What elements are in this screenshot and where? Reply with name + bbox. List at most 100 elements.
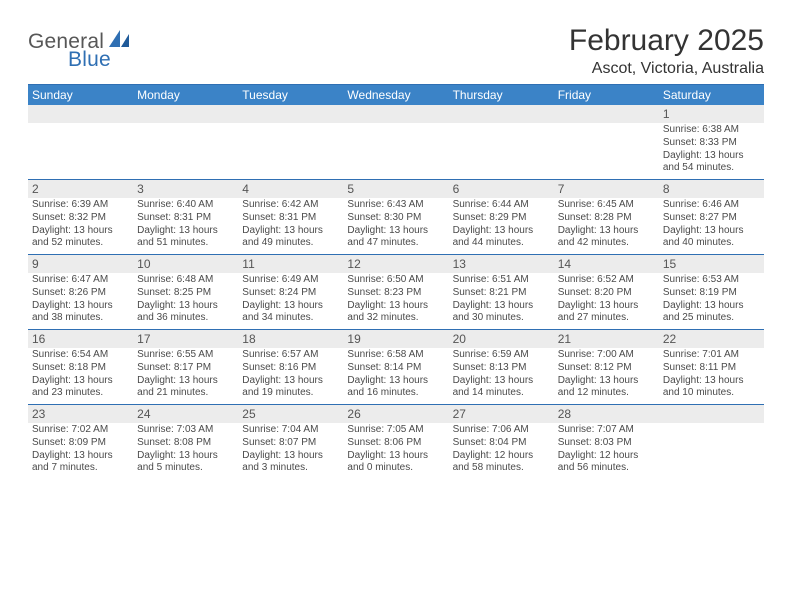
day-cell: Sunrise: 6:42 AMSunset: 8:31 PMDaylight:… <box>238 198 343 254</box>
day-info-line: Sunrise: 6:53 AM <box>663 274 760 287</box>
day-info-line: Sunset: 8:31 PM <box>137 212 234 225</box>
day-number: 27 <box>449 404 554 423</box>
day-info-line: and 14 minutes. <box>453 387 550 400</box>
day-info-line: Sunset: 8:04 PM <box>453 437 550 450</box>
day-cell <box>238 123 343 179</box>
day-number <box>449 105 554 123</box>
day-number: 16 <box>28 329 133 348</box>
day-info-line: and 21 minutes. <box>137 387 234 400</box>
day-cell <box>659 423 764 479</box>
day-info-line: Sunset: 8:23 PM <box>347 287 444 300</box>
day-header: Monday <box>133 85 238 105</box>
day-info-line: Sunset: 8:03 PM <box>558 437 655 450</box>
day-info-line: and 38 minutes. <box>32 312 129 325</box>
day-info-line: Daylight: 12 hours <box>453 450 550 463</box>
logo-text-block: General Blue <box>28 30 131 72</box>
day-number <box>28 105 133 123</box>
day-info-line: Daylight: 13 hours <box>663 150 760 163</box>
day-info-line: and 51 minutes. <box>137 237 234 250</box>
day-info-line: and 36 minutes. <box>137 312 234 325</box>
day-info-line: Daylight: 13 hours <box>137 375 234 388</box>
day-info-line: Sunrise: 6:48 AM <box>137 274 234 287</box>
day-info-line: Sunset: 8:12 PM <box>558 362 655 375</box>
day-info-line: and 47 minutes. <box>347 237 444 250</box>
day-info-line: Sunrise: 6:55 AM <box>137 349 234 362</box>
day-info-line: Daylight: 13 hours <box>32 225 129 238</box>
day-info-line: Sunset: 8:26 PM <box>32 287 129 300</box>
day-info-line: Sunset: 8:07 PM <box>242 437 339 450</box>
day-info-line: and 27 minutes. <box>558 312 655 325</box>
day-cell: Sunrise: 7:01 AMSunset: 8:11 PMDaylight:… <box>659 348 764 404</box>
day-header: Friday <box>554 85 659 105</box>
day-info-line: Sunrise: 6:59 AM <box>453 349 550 362</box>
day-number: 17 <box>133 329 238 348</box>
day-info-line: Sunrise: 6:50 AM <box>347 274 444 287</box>
day-info-line: Sunrise: 6:38 AM <box>663 124 760 137</box>
day-info-line: and 5 minutes. <box>137 462 234 475</box>
day-info-line: Sunrise: 7:03 AM <box>137 424 234 437</box>
day-info-line: Sunset: 8:25 PM <box>137 287 234 300</box>
day-number: 23 <box>28 404 133 423</box>
day-info-line: Sunrise: 6:45 AM <box>558 199 655 212</box>
day-cell: Sunrise: 6:46 AMSunset: 8:27 PMDaylight:… <box>659 198 764 254</box>
day-info-line: Sunrise: 6:58 AM <box>347 349 444 362</box>
day-cell: Sunrise: 6:40 AMSunset: 8:31 PMDaylight:… <box>133 198 238 254</box>
day-header: Thursday <box>449 85 554 105</box>
day-info-line: Sunrise: 7:02 AM <box>32 424 129 437</box>
day-info-line: Daylight: 13 hours <box>32 450 129 463</box>
day-info-line: Daylight: 13 hours <box>242 375 339 388</box>
day-number: 25 <box>238 404 343 423</box>
day-info-line: and 34 minutes. <box>242 312 339 325</box>
day-number: 22 <box>659 329 764 348</box>
day-info-line: Sunset: 8:24 PM <box>242 287 339 300</box>
day-info-line: and 12 minutes. <box>558 387 655 400</box>
day-cell: Sunrise: 6:52 AMSunset: 8:20 PMDaylight:… <box>554 273 659 329</box>
day-info-line: Sunrise: 6:47 AM <box>32 274 129 287</box>
day-cell: Sunrise: 6:50 AMSunset: 8:23 PMDaylight:… <box>343 273 448 329</box>
day-info-line: and 40 minutes. <box>663 237 760 250</box>
day-info-line: Daylight: 13 hours <box>347 225 444 238</box>
day-number: 9 <box>28 254 133 273</box>
day-number: 6 <box>449 179 554 198</box>
day-info-line: Daylight: 13 hours <box>347 300 444 313</box>
day-info-line: Sunset: 8:06 PM <box>347 437 444 450</box>
day-number: 2 <box>28 179 133 198</box>
day-info-line: and 52 minutes. <box>32 237 129 250</box>
day-info-line: Sunset: 8:13 PM <box>453 362 550 375</box>
day-number: 1 <box>659 105 764 123</box>
day-info-line: Sunrise: 6:54 AM <box>32 349 129 362</box>
day-info-line: and 16 minutes. <box>347 387 444 400</box>
day-cell <box>554 123 659 179</box>
day-number: 28 <box>554 404 659 423</box>
header-row: General Blue February 2025 Ascot, Victor… <box>28 24 764 78</box>
day-info-line: Daylight: 13 hours <box>453 225 550 238</box>
month-title: February 2025 <box>569 24 764 58</box>
day-info-line: Sunrise: 6:42 AM <box>242 199 339 212</box>
brand-logo: General Blue <box>28 24 131 72</box>
day-info-line: Sunrise: 6:39 AM <box>32 199 129 212</box>
day-header: Tuesday <box>238 85 343 105</box>
day-info-line: Daylight: 13 hours <box>242 225 339 238</box>
day-info-line: Sunrise: 6:49 AM <box>242 274 339 287</box>
day-info-line: and 10 minutes. <box>663 387 760 400</box>
day-number: 3 <box>133 179 238 198</box>
day-number: 24 <box>133 404 238 423</box>
day-number <box>238 105 343 123</box>
day-cell: Sunrise: 6:44 AMSunset: 8:29 PMDaylight:… <box>449 198 554 254</box>
day-info-line: Daylight: 13 hours <box>558 300 655 313</box>
day-info-line: and 49 minutes. <box>242 237 339 250</box>
day-info-line: Sunset: 8:32 PM <box>32 212 129 225</box>
sail-icon <box>109 30 131 53</box>
day-cell: Sunrise: 6:55 AMSunset: 8:17 PMDaylight:… <box>133 348 238 404</box>
day-info-line: Sunrise: 6:46 AM <box>663 199 760 212</box>
day-number: 26 <box>343 404 448 423</box>
day-header: Wednesday <box>343 85 448 105</box>
day-cell: Sunrise: 6:57 AMSunset: 8:16 PMDaylight:… <box>238 348 343 404</box>
day-info-line: Sunset: 8:18 PM <box>32 362 129 375</box>
day-info-line: Sunset: 8:27 PM <box>663 212 760 225</box>
day-info-line: and 30 minutes. <box>453 312 550 325</box>
day-info-line: Sunset: 8:31 PM <box>242 212 339 225</box>
day-info-line: Sunset: 8:08 PM <box>137 437 234 450</box>
day-number: 4 <box>238 179 343 198</box>
day-cell: Sunrise: 6:43 AMSunset: 8:30 PMDaylight:… <box>343 198 448 254</box>
